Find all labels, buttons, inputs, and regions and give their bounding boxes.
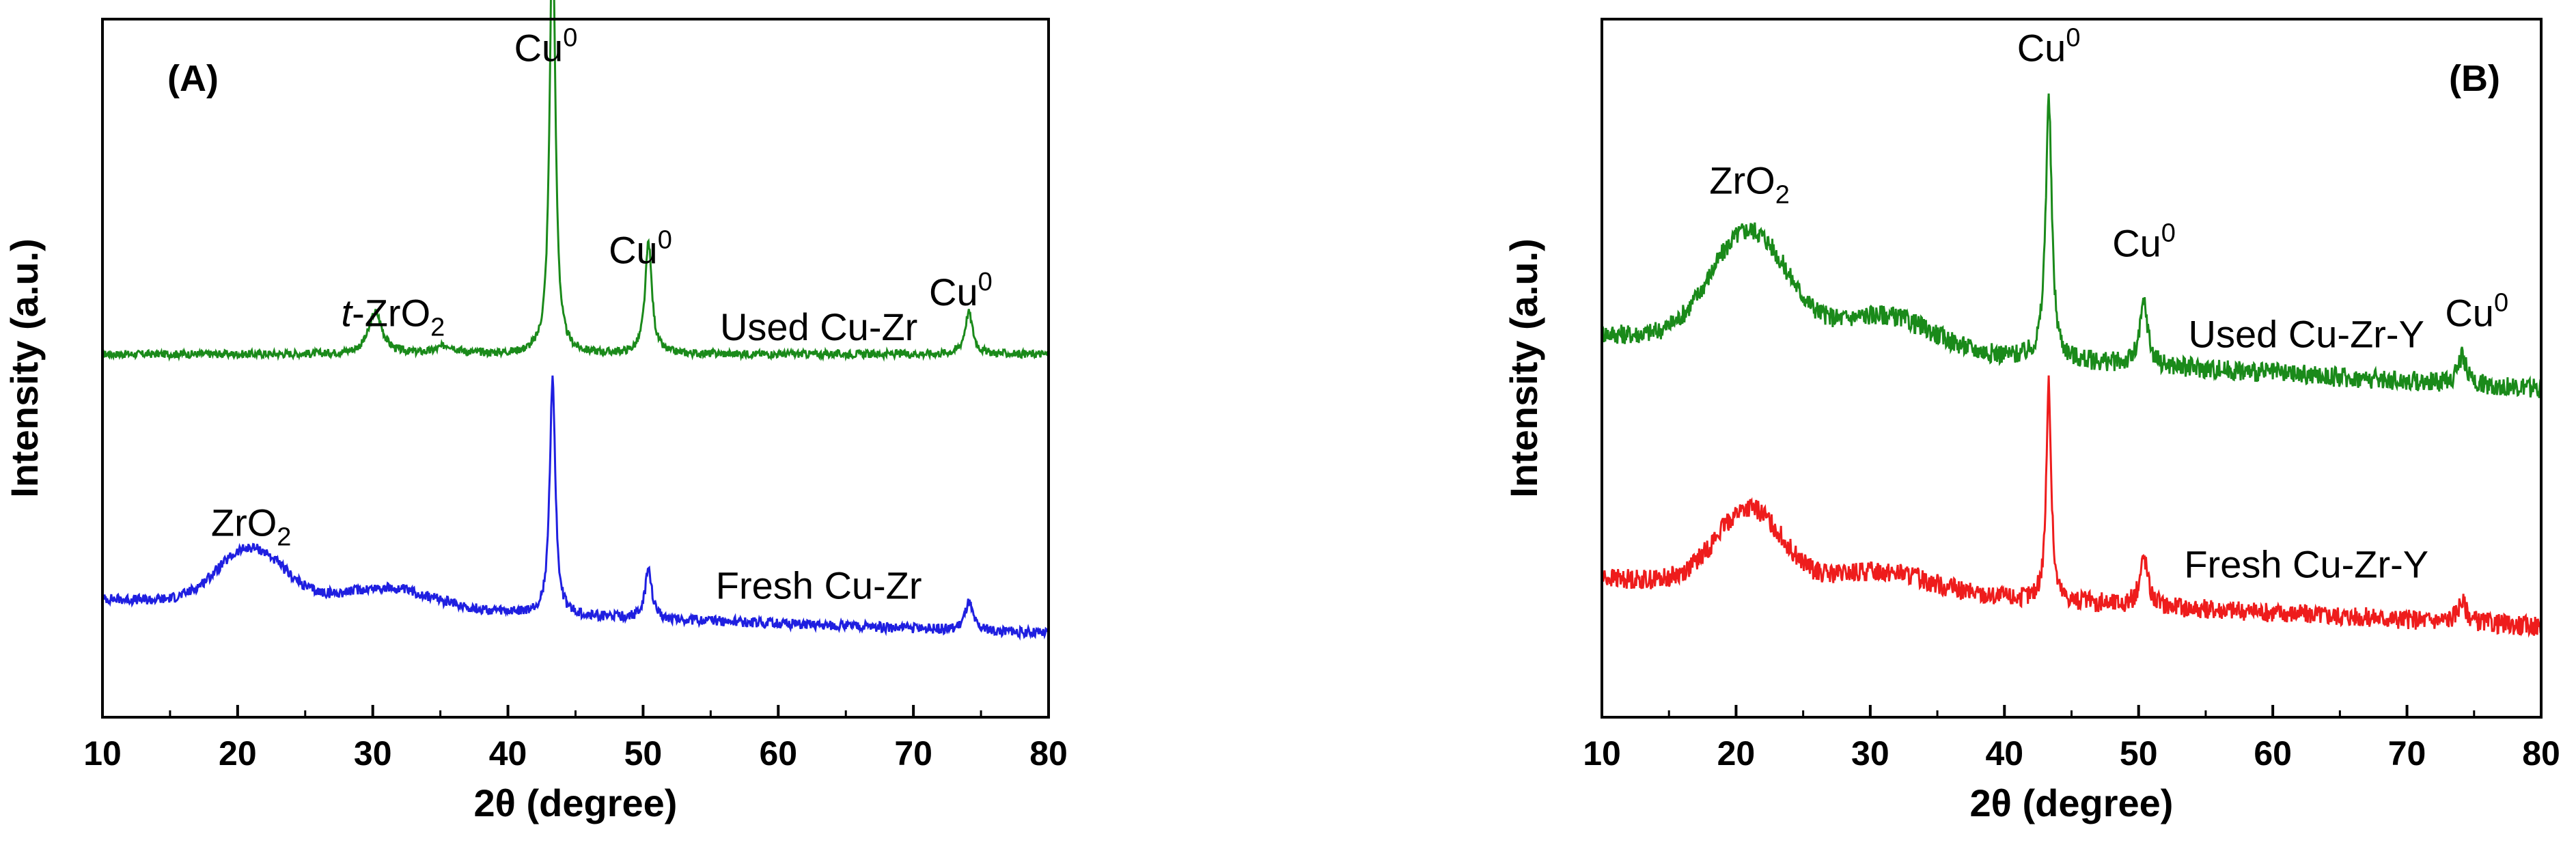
annotation-italic-prefix: t — [342, 292, 354, 335]
x-tick-label: 20 — [1717, 734, 1756, 773]
annotation-superscript: 0 — [2494, 289, 2508, 318]
x-tick-label: 30 — [354, 734, 392, 773]
annotation-superscript: 0 — [2066, 23, 2080, 52]
x-tick-label: 80 — [2522, 734, 2560, 773]
peak-annotation: t-ZrO2 — [342, 292, 445, 342]
series-line-fresh-cu-zr-y — [1601, 375, 2543, 638]
annotation-text: Cu — [2445, 292, 2494, 335]
x-axis-label: 2θ (degree) — [1970, 781, 2174, 824]
x-tick-label: 40 — [1985, 734, 2023, 773]
peak-annotation: Cu0 — [929, 268, 993, 314]
annotation-text: Used Cu-Zr-Y — [2189, 312, 2424, 355]
y-axis-label: Intensity (a.u.) — [1502, 238, 1545, 498]
peak-annotation: ZrO2 — [1709, 159, 1790, 210]
peak-annotation: ZrO2 — [211, 501, 292, 551]
annotation-text: -ZrO — [352, 292, 430, 335]
x-tick-label: 40 — [489, 734, 527, 773]
series-line-used-cu-zr — [102, 0, 1050, 362]
x-tick-label: 10 — [83, 734, 122, 773]
peak-annotation: Cu0 — [2017, 23, 2081, 69]
annotation-text: Used Cu-Zr — [720, 305, 917, 348]
annotation-superscript: 0 — [563, 23, 577, 52]
x-tick-label: 70 — [894, 734, 932, 773]
x-tick-label: 30 — [1851, 734, 1889, 773]
x-tick-label: 80 — [1029, 734, 1068, 773]
peak-annotation: Fresh Cu-Zr-Y — [2184, 543, 2428, 586]
annotation-superscript: 0 — [658, 226, 672, 255]
peak-annotation: Fresh Cu-Zr — [716, 564, 922, 607]
annotation-text: Fresh Cu-Zr-Y — [2184, 543, 2428, 586]
panel-label: (A) — [167, 58, 219, 99]
x-axis-label: 2θ (degree) — [474, 781, 678, 824]
series-line-used-cu-zr-y — [1601, 93, 2543, 398]
annotation-superscript: 0 — [978, 268, 993, 296]
peak-annotation: Cu0 — [2445, 289, 2508, 335]
peak-annotation: Used Cu-Zr-Y — [2189, 312, 2424, 355]
panel-label: (B) — [2449, 58, 2500, 99]
x-tick-label: 70 — [2388, 734, 2426, 773]
annotation-text: ZrO — [211, 501, 277, 544]
annotation-text: ZrO — [1709, 159, 1775, 202]
series-line-fresh-cu-zr — [101, 375, 1050, 641]
peak-annotation: Used Cu-Zr — [720, 305, 917, 348]
peak-annotation: Cu0 — [2112, 219, 2176, 264]
x-tick-label: 60 — [759, 734, 797, 773]
y-axis-label: Intensity (a.u.) — [3, 238, 46, 498]
annotation-text: Cu — [514, 26, 564, 69]
peak-annotation: Cu0 — [609, 226, 672, 272]
peak-annotation: Cu0 — [514, 23, 578, 69]
x-tick-label: 20 — [219, 734, 257, 773]
annotation-superscript: 0 — [2161, 219, 2176, 247]
annotation-subscript: 2 — [277, 523, 291, 551]
annotation-text: Cu — [929, 270, 978, 314]
x-tick-label: 10 — [1583, 734, 1621, 773]
x-tick-label: 60 — [2254, 734, 2292, 773]
annotation-subscript: 2 — [1775, 181, 1790, 210]
annotation-text: Fresh Cu-Zr — [716, 564, 922, 607]
x-tick-label: 50 — [2120, 734, 2158, 773]
annotation-text: Cu — [609, 229, 658, 272]
annotation-subscript: 2 — [430, 314, 445, 342]
annotation-text: Cu — [2112, 221, 2161, 264]
x-tick-label: 50 — [624, 734, 663, 773]
annotation-text: Cu — [2017, 26, 2066, 69]
